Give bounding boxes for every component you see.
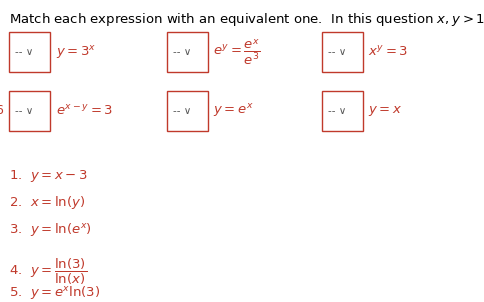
Text: $y = 3^{x}$: $y = 3^{x}$ <box>56 43 96 61</box>
FancyBboxPatch shape <box>9 32 50 72</box>
Text: Match each expression with an equivalent one.  In this question $x, y > 1$.: Match each expression with an equivalent… <box>9 11 484 27</box>
FancyBboxPatch shape <box>167 91 208 131</box>
Text: -- ∨: -- ∨ <box>173 106 192 116</box>
Text: $e^{x-y} = 3$: $e^{x-y} = 3$ <box>56 104 113 118</box>
FancyBboxPatch shape <box>322 32 363 72</box>
Text: 4.  $y = \dfrac{\ln(3)}{\ln(x)}$: 4. $y = \dfrac{\ln(3)}{\ln(x)}$ <box>9 257 87 288</box>
Text: $y = e^{x}$: $y = e^{x}$ <box>213 102 254 120</box>
FancyBboxPatch shape <box>167 32 208 72</box>
Text: -- ∨: -- ∨ <box>15 47 33 57</box>
Text: $e^{y} = \dfrac{e^{x}}{e^{3}}$: $e^{y} = \dfrac{e^{x}}{e^{3}}$ <box>213 37 261 67</box>
FancyBboxPatch shape <box>322 91 363 131</box>
FancyBboxPatch shape <box>9 91 50 131</box>
Text: 2.  $x = \ln(y)$: 2. $x = \ln(y)$ <box>9 194 85 211</box>
Text: $x^{y} = 3$: $x^{y} = 3$ <box>368 45 408 59</box>
Text: 5.  $y = e^{x}\ln(3)$: 5. $y = e^{x}\ln(3)$ <box>9 284 100 301</box>
Text: -- ∨: -- ∨ <box>328 47 347 57</box>
Text: 3.  $y = \ln(e^{x})$: 3. $y = \ln(e^{x})$ <box>9 221 91 238</box>
Text: $y = x$: $y = x$ <box>368 104 402 118</box>
Text: -- ∨: -- ∨ <box>173 47 192 57</box>
Text: -- ∨: -- ∨ <box>15 106 33 116</box>
Text: 6: 6 <box>0 104 3 117</box>
Text: -- ∨: -- ∨ <box>328 106 347 116</box>
Text: 1.  $y = x - 3$: 1. $y = x - 3$ <box>9 168 88 184</box>
